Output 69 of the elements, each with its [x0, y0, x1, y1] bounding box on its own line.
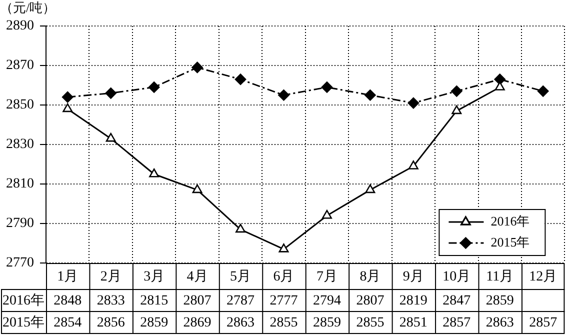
x-tick-label: 2月	[100, 270, 122, 285]
x-tick-label: 9月	[402, 270, 424, 285]
data-label: 2815	[140, 294, 168, 309]
text: 2015年	[2, 316, 44, 331]
data-label: 2777	[270, 294, 298, 309]
x-tick-label: 11月	[486, 270, 514, 285]
data-label: 2854	[54, 316, 82, 331]
y-axis-title: （元/吨）	[0, 0, 56, 15]
point	[62, 91, 74, 103]
data-label: 2859	[312, 316, 341, 331]
point	[234, 74, 246, 85]
x-tick-label: 10月	[442, 270, 471, 285]
point	[365, 184, 376, 194]
point	[192, 62, 203, 74]
x-tick-label: 6月	[273, 270, 294, 285]
y-tick-label: 2850	[6, 98, 34, 113]
x-tick-label: 7月	[316, 270, 338, 285]
data-label: 2857	[442, 316, 471, 331]
data-label: 2794	[312, 294, 341, 309]
y-tick-label: 2870	[6, 58, 34, 74]
point	[321, 82, 333, 93]
y-tick-label: 2890	[6, 18, 34, 34]
legend-label: 2016年	[490, 213, 530, 228]
data-label: 2819	[399, 294, 428, 309]
point	[494, 74, 506, 85]
data-label: 2851	[399, 316, 428, 331]
x-tick-label: 3月	[144, 270, 165, 285]
data-label: 2863	[226, 316, 255, 331]
data-label: 2855	[270, 316, 298, 331]
data-label: 2807	[356, 294, 384, 309]
x-tick-label: 4月	[186, 270, 208, 285]
point	[450, 86, 462, 97]
data-label: 2833	[96, 294, 125, 309]
x-tick-label: 12月	[529, 270, 558, 285]
data-label: 2787	[226, 294, 255, 309]
point	[537, 86, 549, 97]
data-label: 2848	[54, 294, 82, 309]
text: 2016年	[2, 294, 44, 309]
point	[322, 210, 332, 219]
point	[408, 97, 420, 109]
data-label: 2863	[486, 316, 514, 331]
x-tick-label: 1月	[57, 270, 78, 285]
y-tick-label: 2830	[6, 137, 34, 152]
point	[106, 132, 116, 142]
data-label: 2859	[140, 316, 168, 331]
data-label: 2856	[96, 316, 125, 331]
data-label: 2869	[183, 316, 212, 331]
point	[452, 105, 462, 114]
data-label: 2855	[356, 316, 384, 331]
y-tick-label: 2770	[6, 256, 34, 271]
point	[62, 103, 73, 112]
x-tick-label: 5月	[230, 270, 252, 285]
data-label: 2807	[183, 294, 212, 309]
point	[278, 244, 289, 252]
data-label: 2847	[442, 294, 471, 309]
data-label: 2857	[529, 316, 558, 331]
data-label: 2859	[486, 294, 514, 309]
point	[236, 224, 246, 233]
point	[148, 82, 160, 93]
x-tick-label: 8月	[360, 270, 381, 285]
point	[408, 160, 418, 170]
point	[149, 168, 160, 178]
point	[278, 89, 290, 101]
y-tick-label: 2790	[6, 216, 34, 232]
y-tick-label: 2810	[6, 176, 34, 192]
point	[364, 89, 376, 101]
point	[105, 88, 116, 99]
legend-label: 2015年	[490, 234, 530, 250]
point	[192, 184, 202, 194]
